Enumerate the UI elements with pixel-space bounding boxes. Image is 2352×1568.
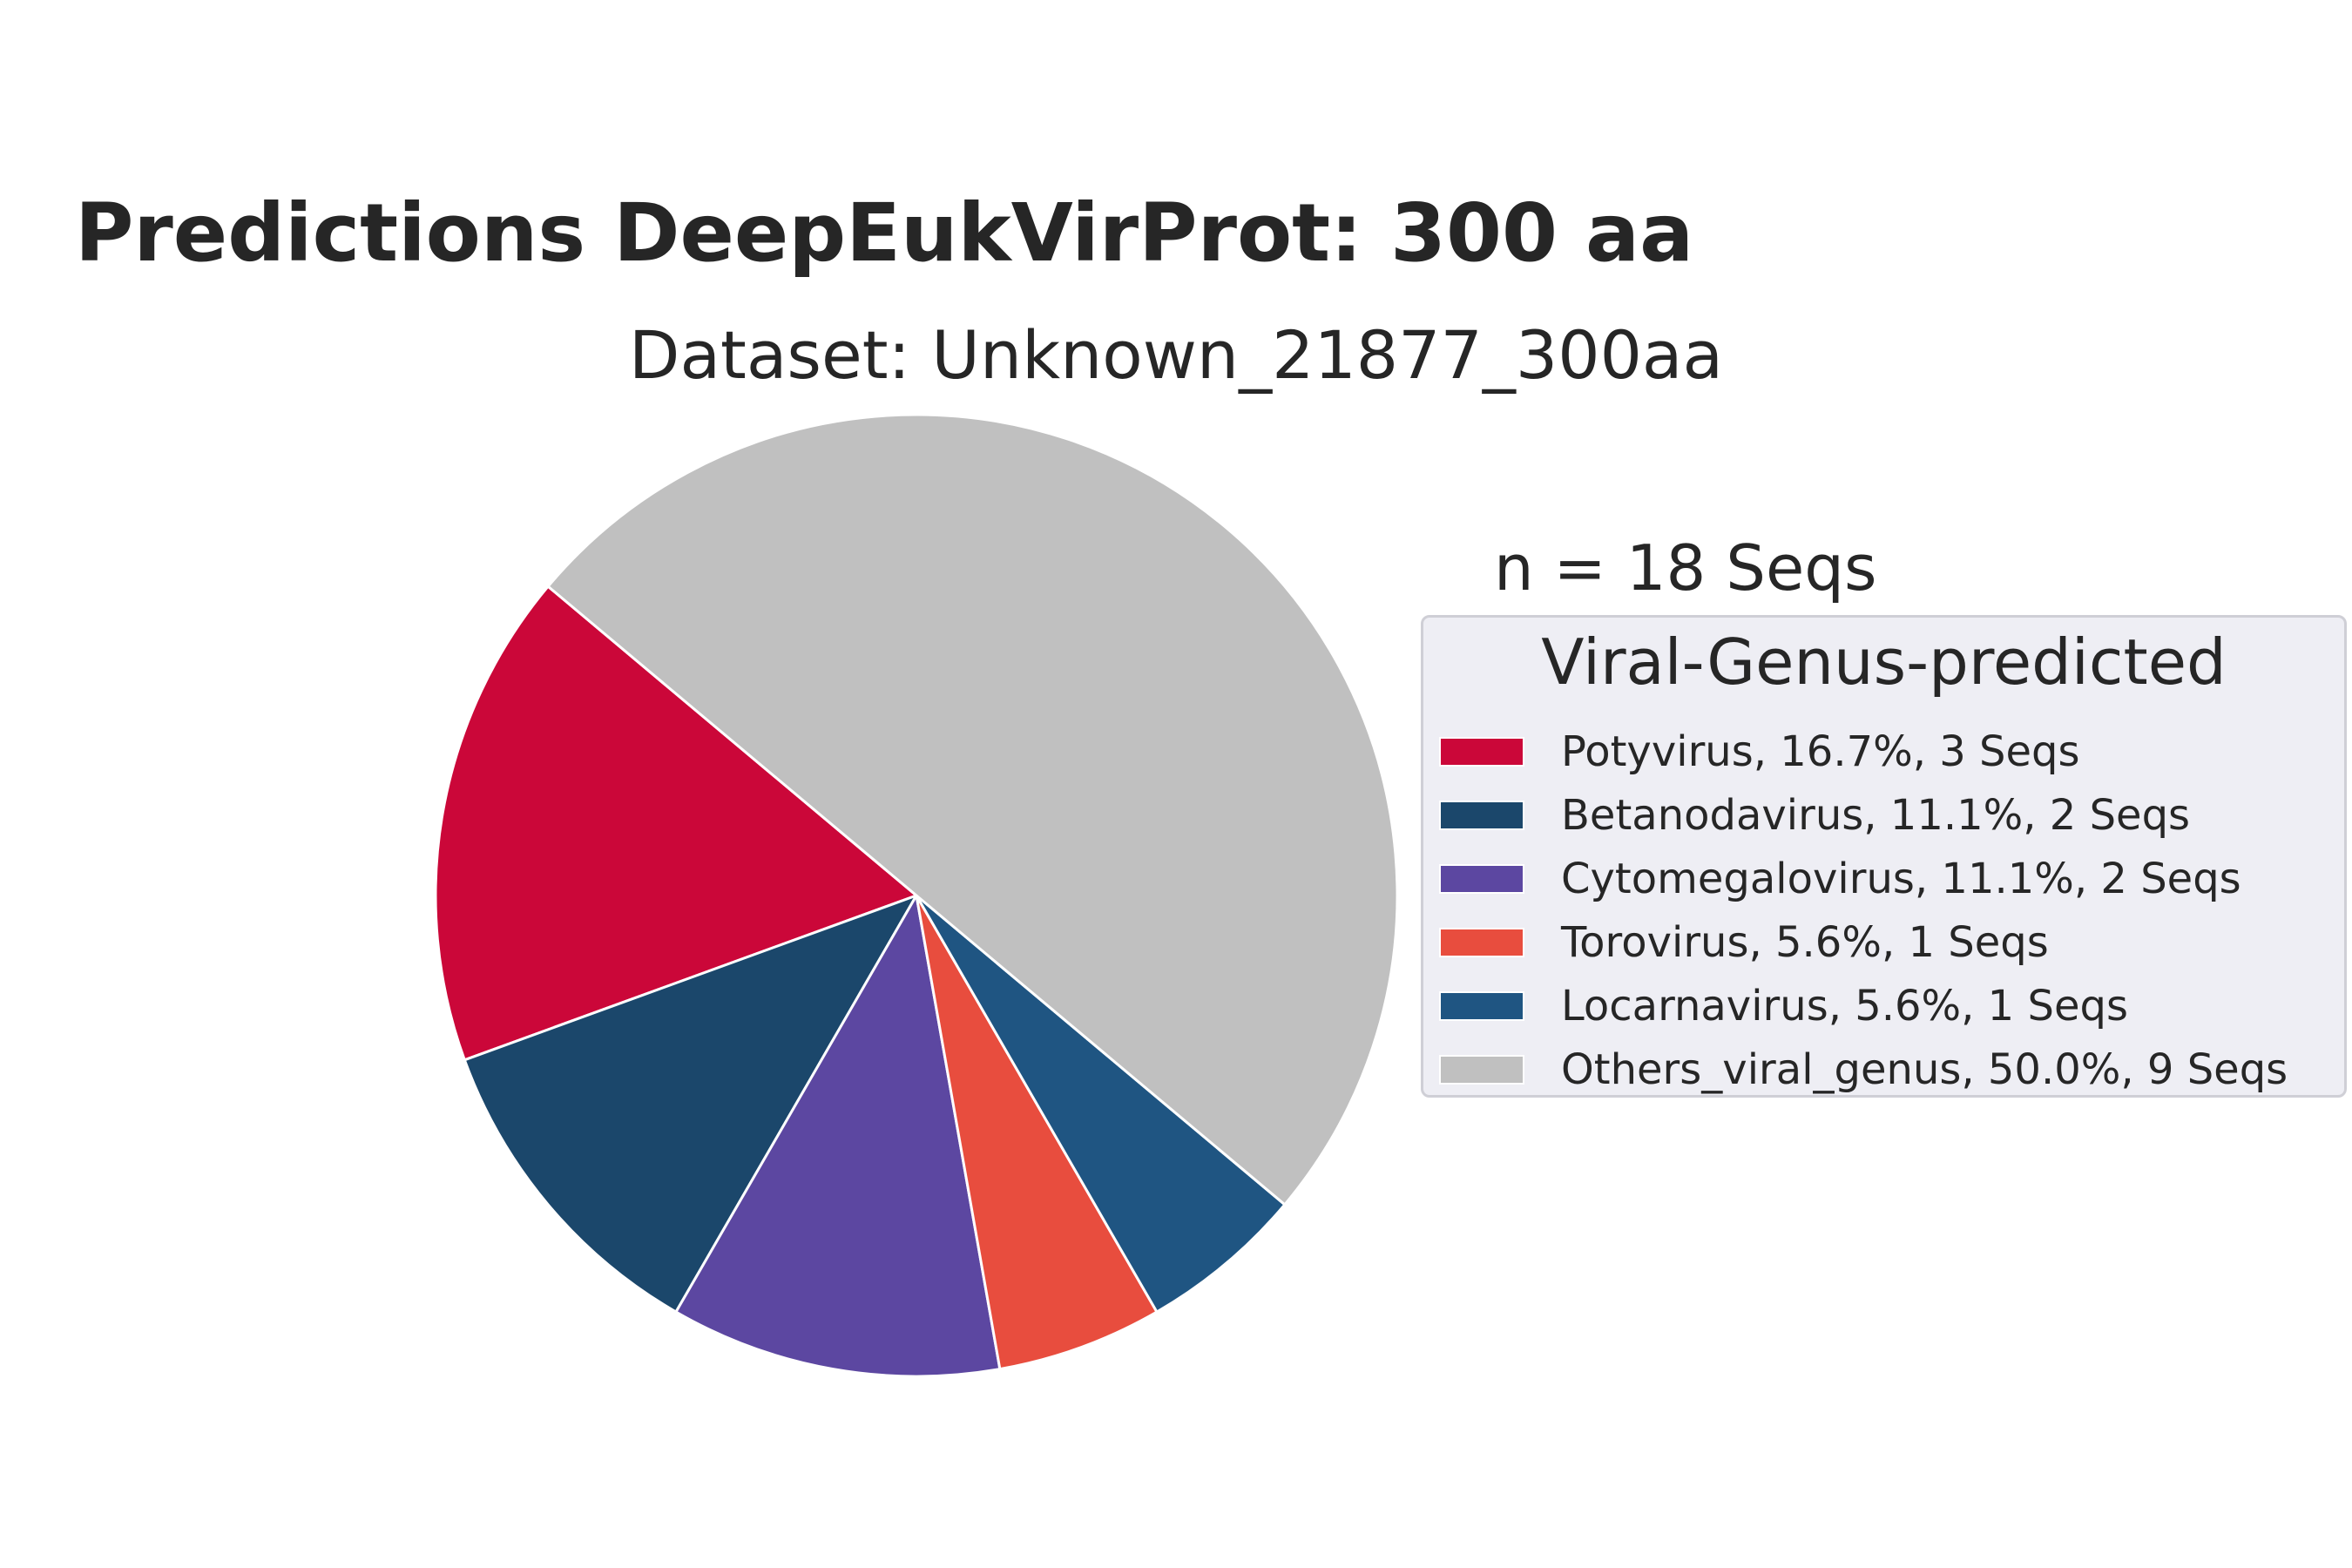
pie-slice-6	[546, 413, 1399, 1206]
legend-item: Betanodavirus, 11.1%, 2 Seqs	[1439, 783, 2288, 847]
legend: Viral-Genus-predicted Potyvirus, 16.7%, …	[1421, 615, 2347, 1098]
legend-item: Locarnavirus, 5.6%, 1 Seqs	[1439, 974, 2288, 1037]
legend-swatch	[1439, 800, 1524, 830]
legend-swatch	[1439, 990, 1524, 1021]
pie-slice-5	[915, 894, 1287, 1314]
pie-slice-4	[915, 894, 1159, 1371]
legend-title: Viral-Genus-predicted	[1541, 625, 2227, 699]
legend-item: Others_viral_genus, 50.0%, 9 Seqs	[1439, 1037, 2288, 1101]
legend-label: Others_viral_genus, 50.0%, 9 Seqs	[1561, 1044, 2288, 1094]
chart-title: Predictions DeepEukVirProt: 300 aa	[75, 186, 1694, 280]
legend-item: Potyvirus, 16.7%, 3 Seqs	[1439, 720, 2288, 783]
legend-label: Betanodavirus, 11.1%, 2 Seqs	[1561, 790, 2191, 840]
chart-subtitle-text: Dataset: Unknown_21877_300aa	[628, 316, 1724, 394]
legend-swatch	[1439, 736, 1524, 767]
pie-slice-2	[463, 894, 918, 1314]
legend-label: Cytomegalovirus, 11.1%, 2 Seqs	[1561, 854, 2241, 903]
sequence-count-annotation: n = 18 Seqs	[1494, 531, 1877, 605]
legend-label: Torovirus, 5.6%, 1 Seqs	[1561, 917, 2049, 967]
legend-items: Potyvirus, 16.7%, 3 Seqs Betanodavirus, 1…	[1439, 720, 2288, 1101]
legend-swatch	[1439, 1054, 1524, 1085]
legend-item: Torovirus, 5.6%, 1 Seqs	[1439, 910, 2288, 974]
legend-swatch	[1439, 927, 1524, 957]
legend-label: Locarnavirus, 5.6%, 1 Seqs	[1561, 981, 2128, 1031]
legend-item: Cytomegalovirus, 11.1%, 2 Seqs	[1439, 847, 2288, 910]
legend-label: Potyvirus, 16.7%, 3 Seqs	[1561, 727, 2080, 776]
pie-slice-3	[674, 894, 1002, 1378]
legend-swatch	[1439, 863, 1524, 894]
pie-slice-1	[434, 585, 918, 1062]
